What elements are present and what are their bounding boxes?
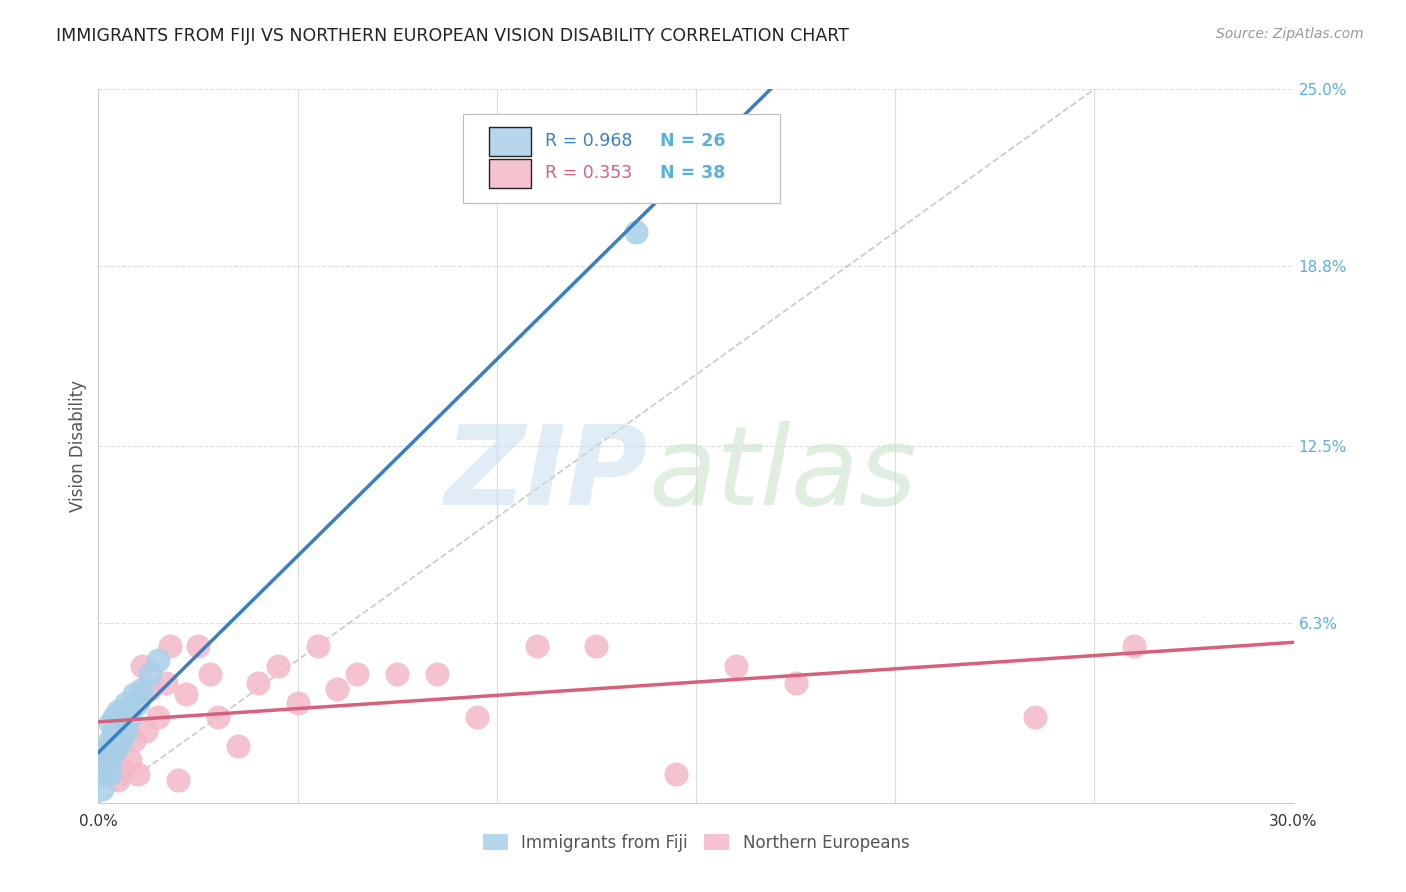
Point	[115, 724, 138, 739]
Point	[96, 762, 118, 776]
Point	[198, 667, 221, 681]
Point	[159, 639, 181, 653]
Text: R = 0.353: R = 0.353	[546, 164, 633, 182]
Point	[124, 687, 146, 701]
Point	[120, 753, 142, 767]
Legend: Immigrants from Fiji, Northern Europeans: Immigrants from Fiji, Northern Europeans	[477, 828, 915, 859]
Text: N = 26: N = 26	[661, 132, 725, 150]
Point	[665, 767, 688, 781]
Point	[115, 724, 138, 739]
Point	[91, 781, 114, 796]
Point	[127, 767, 149, 781]
Point	[91, 767, 114, 781]
Point	[91, 753, 114, 767]
Point	[139, 667, 162, 681]
Point	[1123, 639, 1146, 653]
Point	[131, 658, 153, 673]
Point	[287, 696, 309, 710]
Point	[148, 653, 170, 667]
Point	[107, 724, 129, 739]
Point	[103, 744, 125, 758]
Point	[96, 744, 118, 758]
Y-axis label: Vision Disability: Vision Disability	[69, 380, 87, 512]
Point	[115, 696, 138, 710]
Point	[585, 639, 607, 653]
Point	[111, 733, 134, 747]
Point	[267, 658, 290, 673]
Point	[226, 739, 249, 753]
Point	[1024, 710, 1046, 724]
Point	[127, 696, 149, 710]
Text: ZIP: ZIP	[444, 421, 648, 528]
Point	[385, 667, 409, 681]
Point	[465, 710, 488, 724]
Point	[120, 710, 142, 724]
Point	[96, 767, 118, 781]
Text: Source: ZipAtlas.com: Source: ZipAtlas.com	[1216, 27, 1364, 41]
Text: IMMIGRANTS FROM FIJI VS NORTHERN EUROPEAN VISION DISABILITY CORRELATION CHART: IMMIGRANTS FROM FIJI VS NORTHERN EUROPEA…	[56, 27, 849, 45]
Point	[111, 710, 134, 724]
Point	[207, 710, 229, 724]
Point	[98, 753, 122, 767]
Point	[96, 753, 118, 767]
Point	[98, 733, 122, 747]
Point	[326, 681, 349, 696]
Point	[174, 687, 197, 701]
Point	[107, 739, 129, 753]
Point	[148, 710, 170, 724]
Point	[111, 762, 134, 776]
Point	[139, 681, 162, 696]
Point	[246, 676, 269, 690]
FancyBboxPatch shape	[489, 159, 531, 187]
Point	[124, 733, 146, 747]
Point	[98, 715, 122, 730]
Point	[103, 724, 125, 739]
Point	[103, 744, 125, 758]
Point	[98, 767, 122, 781]
Point	[98, 739, 122, 753]
Point	[426, 667, 449, 681]
FancyBboxPatch shape	[489, 127, 531, 155]
Point	[526, 639, 548, 653]
Point	[135, 724, 157, 739]
Text: R = 0.968: R = 0.968	[546, 132, 633, 150]
Text: atlas: atlas	[648, 421, 917, 528]
Point	[167, 772, 190, 787]
Point	[107, 705, 129, 719]
Text: N = 38: N = 38	[661, 164, 725, 182]
FancyBboxPatch shape	[463, 114, 780, 203]
Point	[307, 639, 329, 653]
Point	[131, 681, 153, 696]
Point	[103, 710, 125, 724]
Point	[155, 676, 177, 690]
Point	[724, 658, 747, 673]
Point	[626, 225, 648, 239]
Point	[187, 639, 209, 653]
Point	[346, 667, 368, 681]
Point	[107, 772, 129, 787]
Point	[785, 676, 807, 690]
